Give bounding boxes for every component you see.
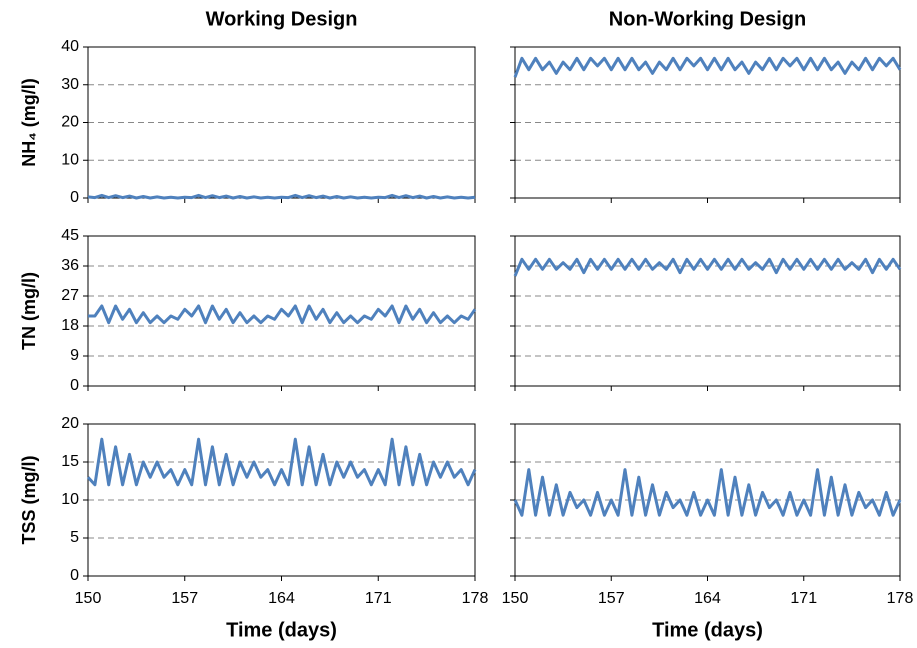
plot-frame bbox=[87, 423, 476, 577]
y-tick-label: 5 bbox=[70, 529, 79, 546]
y-tick-label: 20 bbox=[61, 415, 79, 432]
y-tick-label: 10 bbox=[61, 151, 79, 168]
y-axis-label: TN (mg/l) bbox=[19, 272, 39, 350]
y-tick-label: 15 bbox=[61, 453, 79, 470]
y-tick-label: 0 bbox=[70, 189, 79, 206]
panel-title: Working Design bbox=[206, 8, 358, 30]
data-line bbox=[88, 304, 477, 325]
y-tick-label: 20 bbox=[61, 114, 79, 131]
y-tick-label: 0 bbox=[70, 567, 79, 584]
y-tick-label: 45 bbox=[61, 227, 79, 244]
data-line bbox=[513, 56, 902, 78]
y-tick-label: 27 bbox=[61, 287, 79, 304]
x-tick-label: 178 bbox=[887, 590, 914, 607]
x-tick-label: 157 bbox=[598, 590, 625, 607]
x-tick-label: 164 bbox=[694, 590, 721, 607]
y-tick-label: 18 bbox=[61, 317, 79, 334]
x-tick-label: 164 bbox=[268, 590, 295, 607]
data-line bbox=[513, 257, 902, 277]
x-tick-label: 171 bbox=[790, 590, 817, 607]
x-tick-label: 150 bbox=[75, 590, 102, 607]
y-tick-label: 40 bbox=[61, 38, 79, 55]
y-axis-label: NH₄ (mg/l) bbox=[19, 78, 39, 167]
x-tick-label: 150 bbox=[502, 590, 529, 607]
data-line bbox=[513, 468, 902, 517]
data-line bbox=[86, 437, 477, 487]
y-tick-label: 10 bbox=[61, 491, 79, 508]
data-line bbox=[87, 193, 476, 200]
y-tick-label: 30 bbox=[61, 76, 79, 93]
y-axis-label: TSS (mg/l) bbox=[19, 455, 39, 544]
x-tick-label: 178 bbox=[462, 590, 489, 607]
x-axis-label: Time (days) bbox=[226, 619, 337, 641]
x-tick-label: 171 bbox=[365, 590, 392, 607]
x-tick-label: 157 bbox=[171, 590, 198, 607]
y-tick-label: 36 bbox=[61, 257, 79, 274]
plot-frame bbox=[514, 46, 901, 199]
y-tick-label: 9 bbox=[70, 347, 79, 364]
panel-title: Non-Working Design bbox=[609, 8, 806, 30]
x-axis-label: Time (days) bbox=[652, 619, 763, 641]
y-tick-label: 0 bbox=[70, 377, 79, 394]
plot-frame bbox=[514, 235, 901, 387]
